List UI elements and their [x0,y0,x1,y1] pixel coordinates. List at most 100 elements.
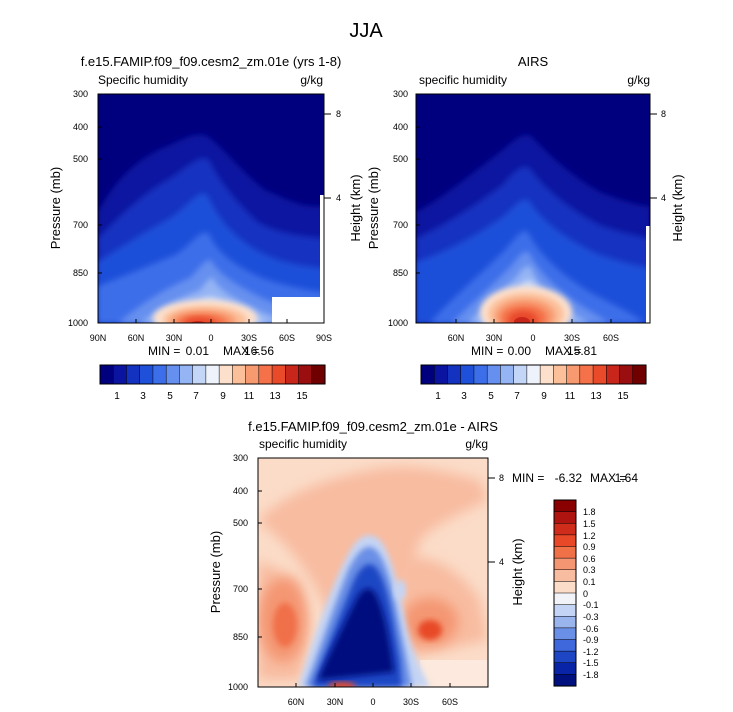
x-tick-label: 60N [288,697,305,707]
units-label: g/kg [300,73,323,87]
colorbar-swatch [460,364,475,385]
colorbar-label: 1.8 [583,507,596,517]
missing-region [646,226,650,323]
colorbar-frame [553,499,577,687]
y2-axis-label: Height (km) [510,538,525,605]
colorbar-swatch [298,364,313,385]
colorbar-swatch [553,616,577,629]
colorbar-swatch [553,592,577,606]
y2-tick-label: 4 [661,193,666,203]
colorbar-swatch [179,364,194,385]
missing-region [320,195,324,297]
colorbar-swatch [258,364,273,385]
colorbar-label: 13 [269,391,281,402]
colorbar: 1.8 1.5 1.2 0.9 0.6 0.3 0.1 0 -0.1 -0.3 … [553,499,599,687]
y-tick-label: 1000 [228,682,248,692]
stats-max-value: 1.64 [615,471,639,485]
colorbar-label: 7 [193,391,199,402]
x-tick-labels: 60N 30N 0 30S 60S [448,333,619,343]
colorbar-swatch [447,364,462,385]
colorbar-label: 0 [583,589,588,599]
y-tick-label: 300 [233,453,248,463]
colorbar-label: 1.2 [583,531,596,541]
colorbar-swatch [553,674,577,687]
colorbar-label: -1.8 [583,670,599,680]
x-tick-label: 0 [370,697,375,707]
colorbar-swatch [99,364,114,385]
x-tick-label: 60N [448,333,465,343]
contour-fill-13 [514,317,530,323]
colorbar-swatch [232,364,247,385]
contour-fill-neutral [420,660,488,687]
colorbar-swatch [553,511,577,524]
colorbar-swatch [632,364,647,385]
colorbar-labels: 1.8 1.5 1.2 0.9 0.6 0.3 0.1 0 -0.1 -0.3 … [583,507,599,680]
colorbar-swatch [311,364,326,385]
stats-min-label: MIN = [471,344,503,358]
y-tick-label: 1000 [68,318,88,328]
x-tick-labels: 60N 30N 0 30S 60S [288,697,458,707]
colorbar-swatch [539,364,554,385]
colorbar-swatch [553,534,577,548]
colorbar-label: 13 [590,391,602,402]
colorbar-swatches [99,364,326,385]
y-tick-label: 700 [233,584,248,594]
colorbar-label: 11 [565,391,576,402]
stats-max-label: MAX = [223,344,259,358]
colorbar-swatch [112,364,128,385]
colorbar-label: 1.5 [583,519,596,529]
colorbar-swatch [473,364,488,385]
stats-min-value: 0.00 [508,344,532,358]
contour-fill-neg-4 [318,588,394,680]
y-tick-label: 400 [233,486,248,496]
colorbar-swatches [420,364,647,385]
colorbar-label: 1 [114,391,120,402]
colorbar-swatch [566,364,581,385]
colorbar-label: -0.6 [583,624,599,634]
y2-ticks [650,113,657,199]
colorbar-label: -0.3 [583,612,599,622]
stats-min-label: MIN = [148,344,180,358]
x-tick-label: 0 [208,333,213,343]
y-tick-label: 300 [393,89,408,99]
colorbar-label: -1.2 [583,647,599,657]
colorbar-swatch [139,364,154,385]
y-tick-label: 700 [393,220,408,230]
colorbar-swatch [500,364,515,385]
colorbar-swatch [526,364,541,385]
colorbar-swatch [619,364,634,385]
y-tick-label: 300 [73,89,88,99]
y-tick-label: 400 [393,122,408,132]
colorbar-swatch [420,364,435,385]
y-tick-label: 850 [393,268,408,278]
colorbar-swatch [553,557,577,571]
y-tick-label: 850 [233,632,248,642]
colorbar-swatch [553,569,577,582]
y2-axis-label: Height (km) [670,174,685,241]
figure-title: JJA [349,20,383,42]
y-ticks [416,93,420,274]
contour-field [416,94,650,323]
colorbar-swatch [553,364,568,385]
colorbar-swatch [553,639,577,652]
units-label: g/kg [627,73,650,87]
colorbar-label: 5 [488,391,494,402]
panel-title: f.e15.FAMIP.f09_f09.cesm2_zm.01e - AIRS [248,419,498,434]
x-tick-label: 30S [403,697,419,707]
y2-tick-label: 4 [499,557,504,567]
contour-fill-pos-8 [328,682,356,687]
field-label: specific humidity [259,437,347,451]
colorbar-swatch [553,523,577,536]
contour-fill-pos-6 [273,603,297,647]
stats-max-label: MAX = [545,344,581,358]
colorbar-swatch [553,581,577,594]
y2-tick-labels: 8 4 [336,109,341,203]
y-tick-label: 500 [73,154,88,164]
colorbar-label: -0.9 [583,635,599,645]
colorbar-label: 3 [140,391,146,402]
contour-fill-12 [184,317,216,323]
panel-airs: AIRS specific humidity g/kg Pressure (mb… [366,54,685,402]
panel-model: f.e15.FAMIP.f09_f09.cesm2_zm.01e (yrs 1-… [48,54,363,402]
y2-tick-labels: 8 4 [499,473,504,567]
colorbar-swatch [218,364,233,385]
